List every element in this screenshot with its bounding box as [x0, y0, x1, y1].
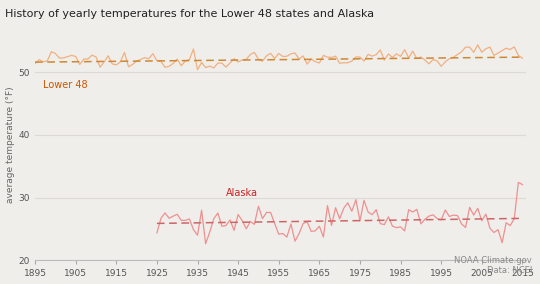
- Text: NOAA Climate.gov
Data: NCEI: NOAA Climate.gov Data: NCEI: [454, 256, 532, 275]
- Y-axis label: average temperature (°F): average temperature (°F): [5, 86, 15, 203]
- Text: Lower 48: Lower 48: [43, 80, 88, 90]
- Text: Alaska: Alaska: [226, 188, 258, 198]
- Text: History of yearly temperatures for the Lower 48 states and Alaska: History of yearly temperatures for the L…: [5, 9, 375, 18]
